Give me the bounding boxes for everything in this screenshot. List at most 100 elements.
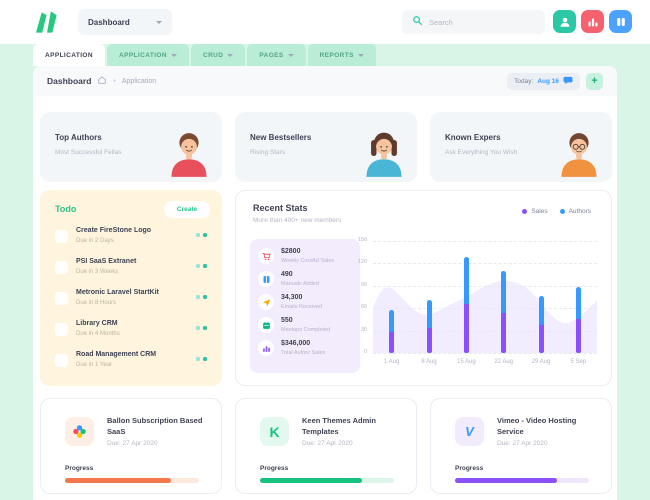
stats-quick-button[interactable] bbox=[581, 10, 604, 33]
more-dots-icon[interactable] bbox=[196, 264, 207, 268]
todo-title: Todo bbox=[55, 204, 77, 214]
x-axis-label: 1 Aug bbox=[383, 359, 400, 365]
todo-item-title: Road Management CRM bbox=[76, 351, 157, 358]
recent-stats-chart: 0 30 60 90 120 150 1 Aug 8 Aug 15 Aug 22 Aug 29 Au… bbox=[358, 237, 597, 365]
recent-stats-subtitle: More than 400+ new members bbox=[253, 217, 342, 224]
todo-item[interactable]: Library CRM Due in 4 Months bbox=[55, 320, 207, 346]
gridline bbox=[373, 285, 597, 287]
checkbox[interactable] bbox=[55, 323, 68, 336]
todo-item[interactable]: Metronic Laravel StartKit Due in 8 Hours bbox=[55, 289, 207, 315]
promo-subtitle: Rising Stars bbox=[250, 149, 286, 156]
tab-pages[interactable]: PAGES bbox=[247, 44, 306, 66]
chat-icon bbox=[563, 72, 573, 90]
layout-quick-button[interactable] bbox=[609, 10, 632, 33]
breadcrumb-item-application[interactable]: Application bbox=[121, 77, 157, 85]
project-card-keenthemes: K Keen Themes Admin Templates Due: 27 Ap… bbox=[235, 398, 417, 494]
stats-summary-panel: $2800 Weekly CorsAd Sales 490 Manuals Adde… bbox=[250, 239, 360, 373]
checkbox[interactable] bbox=[55, 230, 68, 243]
subheader: Dashboard • Application Today: Aug 16 + bbox=[33, 66, 617, 96]
chart-bars-icon bbox=[258, 340, 274, 356]
checkbox[interactable] bbox=[55, 261, 68, 274]
tab-application-active[interactable]: APPLICATION bbox=[33, 44, 105, 66]
create-todo-button[interactable]: Create bbox=[164, 201, 210, 218]
tab-reports[interactable]: REPORTS bbox=[307, 44, 376, 66]
more-dots-icon[interactable] bbox=[196, 357, 207, 361]
promo-title: New Bestsellers bbox=[250, 133, 312, 142]
gridline bbox=[373, 330, 597, 332]
todo-item-title: PSI SaaS Extranet bbox=[76, 258, 137, 265]
chart-bar bbox=[426, 300, 432, 353]
todo-item-due: Due in 4 Months bbox=[76, 331, 120, 337]
gridline bbox=[373, 353, 597, 354]
project-title: Keen Themes Admin Templates bbox=[302, 416, 376, 436]
todo-item[interactable]: PSI SaaS Extranet Due in 3 Weeks bbox=[55, 258, 207, 284]
caret-down-icon bbox=[227, 54, 234, 60]
progress-label: Progress bbox=[65, 465, 94, 472]
gridline bbox=[373, 263, 597, 265]
user-icon bbox=[560, 17, 569, 27]
caret-down-icon bbox=[287, 54, 294, 60]
todo-item-due: Due in 1 Year bbox=[76, 362, 113, 368]
calendar-icon bbox=[258, 317, 274, 333]
stat-weekly-sales: $2800 Weekly CorsAd Sales bbox=[258, 248, 354, 266]
promo-subtitle: Most Successful Fellas bbox=[55, 149, 122, 156]
search-input[interactable]: Search bbox=[402, 10, 545, 34]
project-due: Due: 27 Apr 2020 bbox=[107, 440, 158, 447]
checkbox[interactable] bbox=[55, 292, 68, 305]
more-dots-icon[interactable] bbox=[196, 233, 207, 237]
tab-application-menu[interactable]: APPLICATION bbox=[106, 44, 189, 66]
todo-item-title: Metronic Laravel StartKit bbox=[76, 289, 159, 296]
todo-item[interactable]: Create FireStone Logo Due in 2 Days bbox=[55, 227, 207, 253]
tab-label: CRUD bbox=[202, 51, 224, 59]
tab-label: APPLICATION bbox=[45, 51, 93, 59]
chart-bar bbox=[538, 296, 544, 353]
bar-chart-icon bbox=[588, 18, 597, 26]
project-title: Ballon Subscription Based SaaS bbox=[107, 416, 203, 436]
add-button[interactable]: + bbox=[586, 72, 603, 90]
more-dots-icon[interactable] bbox=[196, 326, 207, 330]
recent-stats-card: Recent Stats More than 400+ new members … bbox=[235, 190, 612, 386]
todo-card: Todo Create Create FireStone Logo Due in… bbox=[40, 190, 222, 386]
caret-down-icon bbox=[170, 54, 177, 60]
area-series bbox=[373, 280, 597, 353]
workspace-label: Dashboard bbox=[88, 17, 130, 27]
caret-down-icon bbox=[156, 21, 162, 27]
girl-avatar-illustration bbox=[359, 125, 409, 182]
columns-icon bbox=[616, 17, 625, 26]
search-placeholder: Search bbox=[429, 17, 453, 27]
x-axis-label: 15 Aug bbox=[456, 359, 476, 365]
workspace-selector[interactable]: Dashboard bbox=[78, 9, 172, 35]
user-quick-button[interactable] bbox=[553, 10, 576, 33]
legend-sales[interactable]: Sales bbox=[522, 208, 548, 215]
today-label: Today: bbox=[514, 77, 534, 85]
promo-title: Known Expers bbox=[445, 133, 501, 142]
book-icon bbox=[258, 271, 274, 287]
tab-crud[interactable]: CRUD bbox=[190, 44, 246, 66]
x-axis-label: 22 Aug bbox=[494, 359, 513, 365]
todo-item[interactable]: Road Management CRM Due in 1 Year bbox=[55, 351, 207, 377]
stat-meetups-completed: 550 Meetups Completed bbox=[258, 317, 354, 335]
home-icon[interactable] bbox=[97, 72, 107, 90]
promo-title: Top Authors bbox=[55, 133, 102, 142]
project-title: Vimeo - Video Hosting Service bbox=[497, 416, 577, 436]
project-card-vimeo: V Vimeo - Video Hosting Service Due: 27 … bbox=[430, 398, 612, 494]
checkbox[interactable] bbox=[55, 354, 68, 367]
search-icon bbox=[412, 13, 423, 31]
chart-bar bbox=[389, 309, 395, 353]
y-axis-label: 30 bbox=[360, 326, 367, 333]
breadcrumb-separator: • bbox=[113, 77, 116, 85]
nav-tabs: APPLICATION APPLICATION CRUD PAGES REPOR… bbox=[33, 44, 376, 66]
stats-area-path bbox=[373, 280, 597, 353]
todo-item-due: Due in 3 Weeks bbox=[76, 269, 119, 275]
recent-stats-title: Recent Stats bbox=[253, 203, 308, 213]
chart-bar bbox=[463, 256, 469, 353]
promo-card-top-authors: Top Authors Most Successful Fellas bbox=[40, 112, 222, 182]
more-dots-icon[interactable] bbox=[196, 295, 207, 299]
cart-icon bbox=[258, 248, 274, 264]
y-axis-label: 0 bbox=[363, 349, 367, 355]
chart-bar bbox=[575, 286, 581, 353]
todo-item-due: Due in 2 Days bbox=[76, 238, 114, 244]
legend-authors[interactable]: Authors bbox=[559, 208, 591, 215]
today-date-chip[interactable]: Today: Aug 16 bbox=[507, 72, 580, 90]
header-bar: Dashboard Search bbox=[0, 0, 650, 44]
